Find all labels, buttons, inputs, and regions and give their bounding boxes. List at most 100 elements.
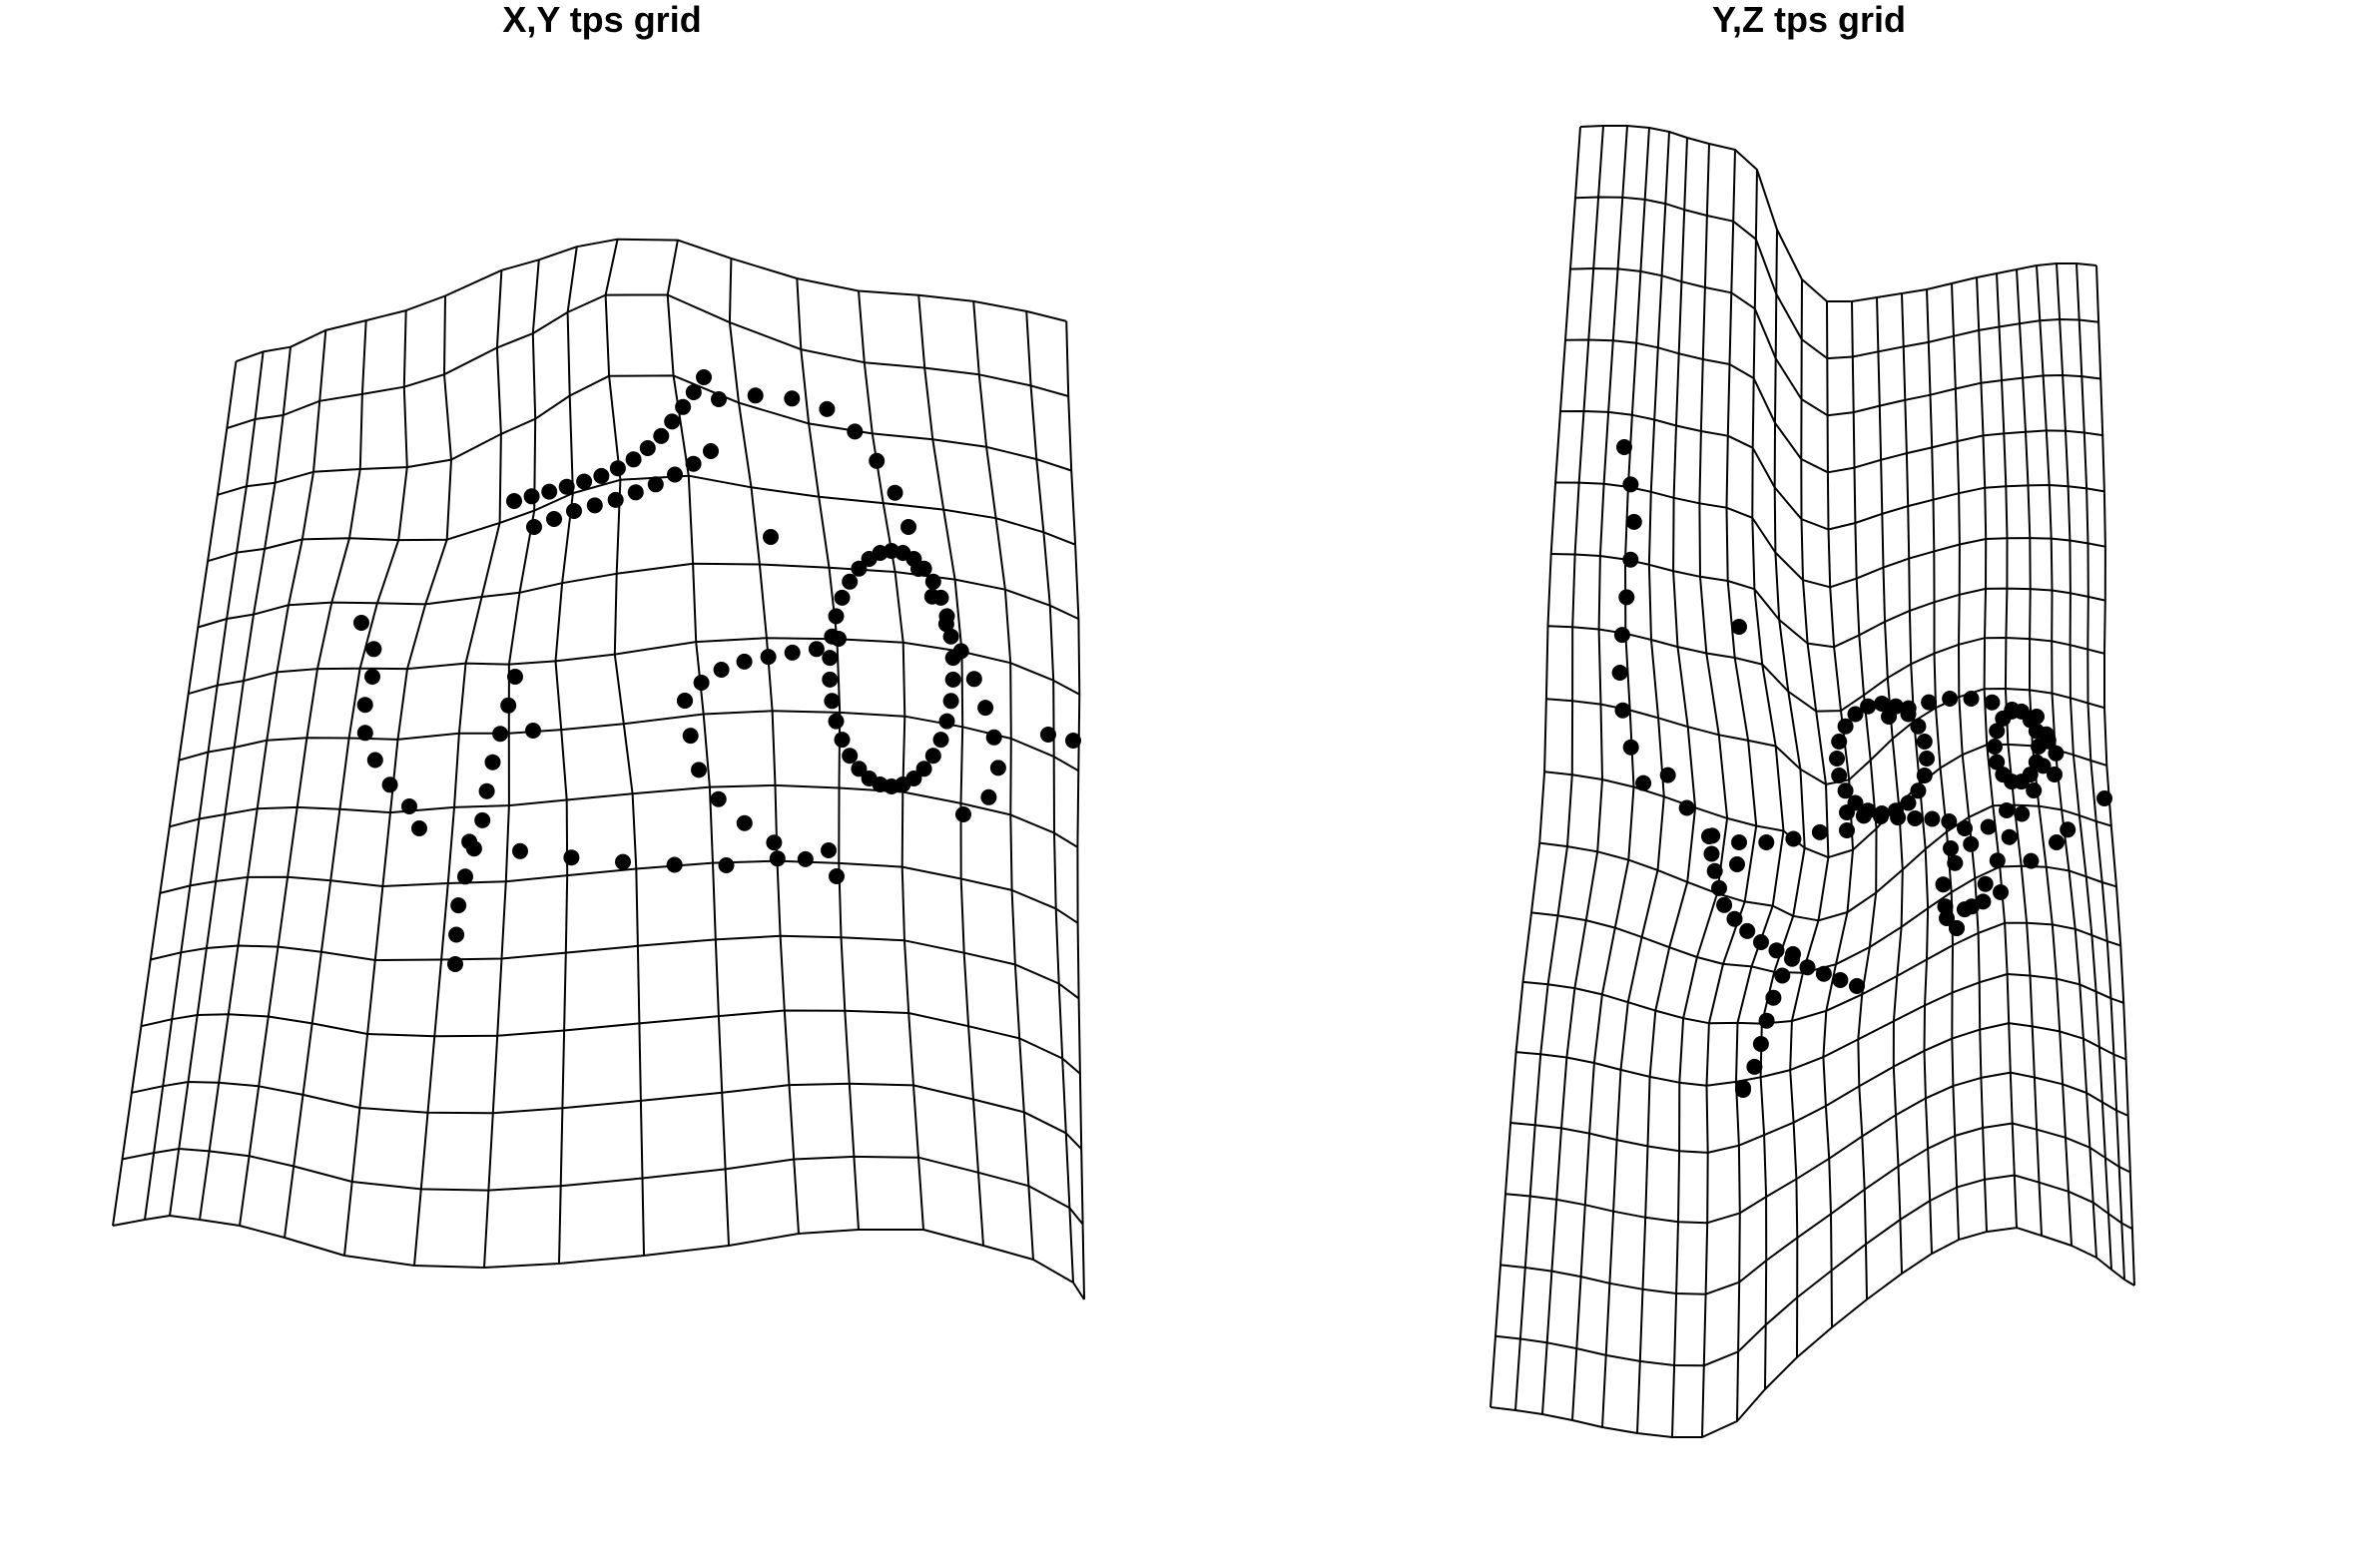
landmark-point — [1774, 967, 1791, 984]
landmark-point — [1831, 768, 1848, 783]
grid-column-line — [1951, 282, 1988, 1233]
landmark-point — [2049, 834, 2065, 850]
landmark-point — [586, 497, 603, 514]
landmark-point — [824, 693, 841, 710]
landmark-point — [1977, 875, 1994, 892]
landmark-point — [1874, 805, 1890, 821]
landmark-point — [664, 413, 681, 430]
landmark-point — [1887, 802, 1904, 819]
landmark-point — [821, 842, 837, 858]
landmark-point — [364, 669, 380, 685]
landmark-point — [2060, 821, 2077, 838]
landmark-point — [1711, 879, 1727, 896]
landmark-point — [2028, 723, 2045, 740]
landmark-point — [1941, 813, 1958, 829]
landmark-point — [1831, 734, 1848, 750]
landmark-point — [506, 493, 522, 509]
landmark-point — [507, 669, 523, 685]
grid-column-line — [917, 294, 984, 1247]
landmark-point — [1678, 799, 1695, 816]
landmark-point — [822, 650, 839, 667]
landmark-point — [356, 697, 373, 714]
landmark-point — [450, 897, 467, 914]
landmark-point — [1701, 828, 1717, 844]
landmark-point — [1829, 751, 1845, 767]
landmark-point — [828, 713, 845, 730]
landmark-point — [563, 849, 580, 866]
landmark-point — [1731, 619, 1747, 635]
landmark-point — [1837, 718, 1854, 735]
landmark-point — [609, 460, 626, 477]
grid-column-line — [858, 290, 924, 1231]
landmark-point — [766, 834, 783, 851]
grid-column-line — [483, 259, 540, 1269]
landmark-point — [615, 853, 631, 870]
landmark-point — [500, 697, 517, 714]
grid-column-line — [666, 240, 730, 1247]
landmark-point — [797, 850, 814, 867]
grid-column-line — [1541, 125, 1628, 1415]
landmark-point — [1847, 706, 1864, 723]
grid-column-line — [1489, 126, 1581, 1408]
landmark-point — [411, 820, 427, 836]
landmark-point — [1729, 856, 1745, 872]
grid-column-line — [1571, 127, 1650, 1421]
landmark-point — [932, 732, 949, 749]
landmark-point — [1758, 1012, 1775, 1029]
grid-row-line — [1489, 1227, 2135, 1438]
landmark-point — [1943, 840, 1959, 856]
landmark-point — [484, 754, 501, 770]
tps-grid — [112, 238, 1085, 1300]
landmark-point — [1611, 665, 1628, 681]
landmark-point — [2047, 767, 2063, 782]
grid-row-line — [1547, 625, 2105, 713]
landmark-point — [736, 653, 753, 670]
grid-row-line — [1510, 1022, 2126, 1154]
grid-row-line — [1504, 1071, 2129, 1225]
landmark-point — [942, 693, 959, 710]
landmark-point — [829, 868, 845, 884]
landmark-point — [1916, 768, 1933, 783]
landmark-point — [1957, 820, 1973, 836]
grid-row-line — [1574, 196, 2099, 360]
landmark-point — [1706, 862, 1723, 879]
landmark-point — [1616, 439, 1632, 455]
landmark-point — [1919, 751, 1935, 767]
landmark-point — [2001, 828, 2018, 845]
landmark-points — [353, 369, 1081, 972]
grid-column-line — [1735, 169, 1785, 1422]
landmark-point — [1765, 989, 1782, 1006]
landmark-point — [1956, 901, 1973, 918]
landmark-point — [1993, 884, 2009, 900]
landmark-point — [1040, 727, 1056, 743]
landmark-point — [1614, 702, 1631, 719]
grid-column-line — [554, 247, 578, 1265]
grid-row-line — [112, 1215, 1085, 1300]
grid-row-line — [1539, 803, 2112, 922]
landmark-point — [924, 573, 941, 590]
landmark-point — [685, 384, 702, 400]
landmark-point — [1874, 696, 1890, 712]
landmark-point — [2014, 805, 2031, 822]
landmark-point — [647, 476, 664, 493]
landmark-point — [760, 649, 777, 666]
landmark-point — [1980, 818, 1997, 835]
landmark-point — [1785, 830, 1802, 847]
landmark-point — [713, 662, 730, 678]
landmark-point — [808, 641, 825, 658]
landmark-point — [1799, 959, 1816, 976]
grid-row-line — [131, 1081, 1082, 1150]
landmark-point — [1768, 942, 1785, 959]
landmark-point — [1847, 794, 1864, 811]
landmark-point — [1910, 718, 1927, 735]
grid-column-line — [1701, 149, 1758, 1438]
grid-row-line — [141, 1009, 1081, 1075]
grid-column-line — [2056, 262, 2112, 1271]
grid-column-line — [1671, 143, 1729, 1438]
landmark-point — [1739, 922, 1756, 939]
landmark-point — [1900, 794, 1917, 811]
grid-row-line — [1522, 921, 2121, 1025]
landmark-point — [682, 728, 699, 745]
landmark-point — [2022, 710, 2039, 727]
